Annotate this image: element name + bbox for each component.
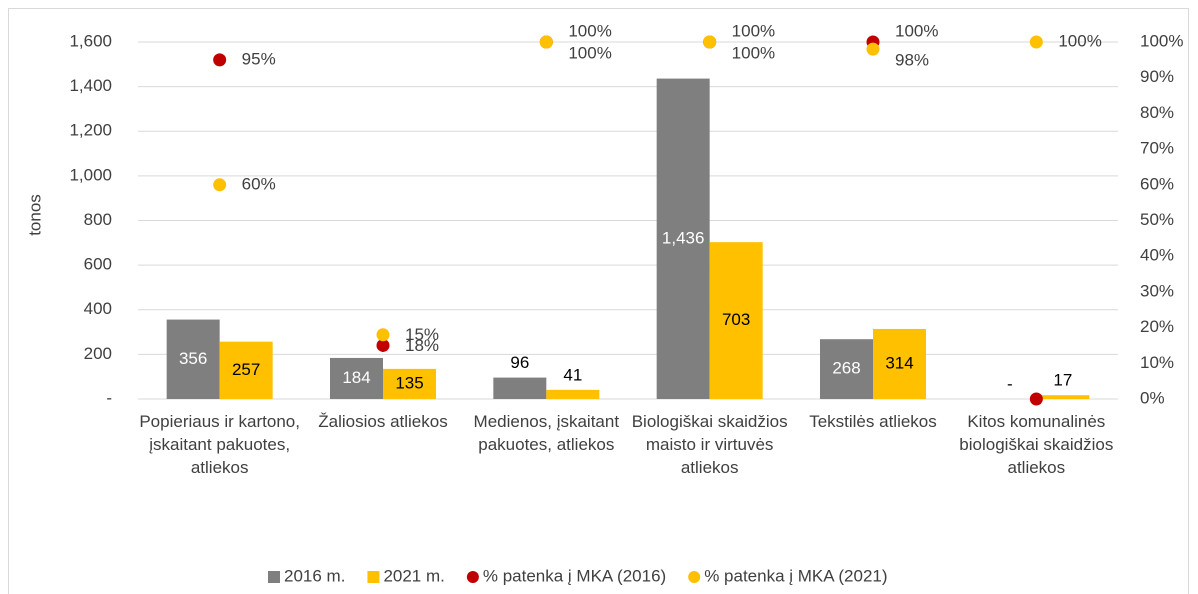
- y2-tick-label: 50%: [1140, 210, 1174, 229]
- legend-label: 2016 m.: [284, 566, 345, 585]
- point-label: 100%: [895, 21, 938, 40]
- data-label: 314: [885, 353, 913, 372]
- scatter-point: [539, 35, 553, 49]
- point-label: 100%: [568, 21, 611, 40]
- bar: [1036, 395, 1090, 399]
- y-axis-title: tonos: [25, 194, 44, 236]
- y2-tick-label: 60%: [1140, 174, 1174, 193]
- x-tick-label: Kitos komunalinės biologiškai skaidžios …: [959, 412, 1114, 477]
- y2-tick-label: 100%: [1140, 31, 1183, 50]
- legend-marker: [268, 571, 280, 583]
- point-label: 95%: [242, 49, 276, 68]
- y2-tick-label: 0%: [1140, 388, 1165, 407]
- y-tick-label: 400: [84, 299, 112, 318]
- point-label: 100%: [1058, 31, 1101, 50]
- bar: [656, 78, 710, 399]
- chart-border: [8, 8, 1189, 594]
- y-tick-label: 1,200: [69, 121, 112, 140]
- legend-label: 2021 m.: [383, 566, 444, 585]
- scatter-point: [213, 53, 227, 67]
- y2-tick-label: 20%: [1140, 317, 1174, 336]
- y-tick-label: 600: [84, 255, 112, 274]
- point-label: 60%: [242, 174, 276, 193]
- x-tick-label-box: Kitos komunalinės biologiškai skaidžios …: [959, 412, 1114, 477]
- scatter-point: [866, 42, 880, 56]
- scatter-point: [213, 178, 227, 192]
- legend-marker: [466, 571, 479, 583]
- point-label: 100%: [732, 43, 775, 62]
- y2-tick-label: 40%: [1140, 246, 1174, 265]
- point-label: 18%: [405, 336, 439, 355]
- bar: [166, 319, 220, 399]
- data-label: -: [1007, 374, 1013, 393]
- legend-marker: [688, 571, 701, 583]
- y-tick-label: 1,600: [69, 31, 112, 50]
- data-label: 356: [179, 349, 207, 368]
- y2-tick-label: 80%: [1140, 103, 1174, 122]
- x-tick-label: Tekstilės atliekos: [809, 412, 937, 431]
- scatter-point: [1029, 35, 1043, 49]
- data-label: 268: [832, 359, 860, 378]
- y2-tick-label: 10%: [1140, 353, 1174, 372]
- data-label: 1,436: [662, 228, 705, 247]
- data-label: 135: [395, 373, 423, 392]
- x-tick-label: Žaliosios atliekos: [318, 412, 448, 431]
- x-tick-label-box: Tekstilės atliekos: [809, 412, 937, 431]
- legend-label: % patenka į MKA (2021): [704, 566, 887, 585]
- scatter-point: [376, 328, 390, 342]
- y2-tick-label: 30%: [1140, 281, 1174, 300]
- legend-label: % patenka į MKA (2016): [483, 566, 666, 585]
- data-label: 703: [722, 310, 750, 329]
- y2-tick-label: 70%: [1140, 139, 1174, 158]
- bar: [546, 389, 600, 399]
- data-label: 41: [563, 365, 582, 384]
- x-tick-label-box: Žaliosios atliekos: [318, 412, 448, 431]
- point-label: 100%: [732, 21, 775, 40]
- y-tick-label: 1,400: [69, 76, 112, 95]
- bar: [493, 377, 547, 399]
- scatter-point: [703, 35, 717, 49]
- y-tick-label: 800: [84, 210, 112, 229]
- y-tick-label: 200: [84, 344, 112, 363]
- bar: [873, 328, 926, 399]
- data-label: 96: [510, 353, 529, 372]
- bar: [820, 339, 873, 399]
- legend-marker: [367, 571, 380, 583]
- data-label: 257: [232, 360, 260, 379]
- y-tick-label: -: [106, 388, 112, 407]
- scatter-point: [376, 338, 390, 352]
- point-label: 98%: [895, 51, 929, 70]
- bar: [330, 357, 383, 399]
- x-tick-label-box: Popieriaus ir kartono, įskaitant pakuote…: [139, 412, 300, 477]
- point-label: 15%: [405, 325, 439, 344]
- x-tick-label: Medienos, įskaitant pakuotes, atliekos: [473, 412, 620, 454]
- y2-tick-label: 90%: [1140, 67, 1174, 86]
- y-tick-label: 1,000: [69, 165, 112, 184]
- x-tick-label-box: Biologiškai skaidžios maisto ir virtuvės…: [631, 412, 788, 477]
- x-tick-label: Popieriaus ir kartono, įskaitant pakuote…: [139, 412, 300, 477]
- bar: [709, 242, 763, 399]
- scatter-point: [1029, 392, 1043, 406]
- data-label: 184: [342, 368, 370, 387]
- x-tick-label-box: Medienos, įskaitant pakuotes, atliekos: [473, 412, 620, 454]
- point-label: 100%: [568, 43, 611, 62]
- data-label: 17: [1053, 371, 1072, 390]
- bar: [383, 368, 436, 399]
- x-tick-label: Biologiškai skaidžios maisto ir virtuvės…: [631, 412, 788, 477]
- bar: [219, 341, 273, 399]
